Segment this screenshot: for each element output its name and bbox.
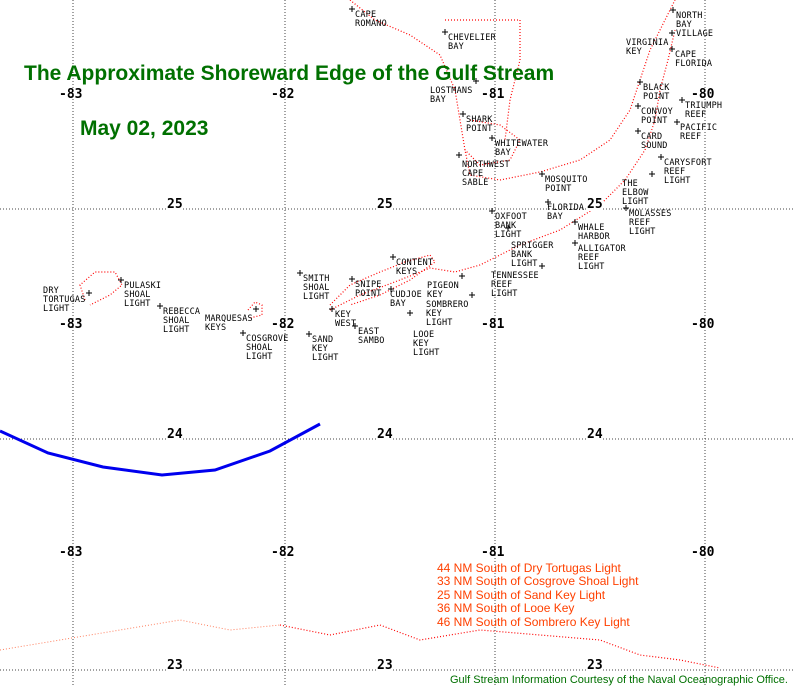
landmark-label: NORTHWEST CAPE SABLE [462, 160, 510, 188]
distance-list: 44 NM South of Dry Tortugas Light 33 NM … [437, 561, 639, 629]
longitude-label: -83 [59, 87, 83, 102]
landmark-label: CARD SOUND [641, 132, 668, 151]
landmark-label: COSGROVE SHOAL LIGHT [246, 334, 289, 362]
landmark-label: VIRGINIA KEY [626, 38, 669, 57]
landmark-label: PULASKI SHOAL LIGHT [124, 281, 162, 309]
distance-item: 44 NM South of Dry Tortugas Light [437, 561, 621, 575]
landmark-label: PIGEON KEY [427, 281, 459, 300]
landmark-label: TRIUMPH REEF [685, 101, 723, 120]
landmark-label: TENNESSEE REEF LIGHT [491, 271, 539, 299]
longitude-label: -83 [59, 545, 83, 560]
landmark-label: PACIFIC REEF [680, 123, 718, 142]
latitude-label: 25 [167, 197, 183, 212]
landmark-label: SOMBRERO KEY LIGHT [426, 300, 469, 328]
longitude-label: -82 [271, 87, 295, 102]
longitude-label: -81 [481, 87, 505, 102]
longitude-label: -81 [481, 545, 505, 560]
landmark-label: REBECCA SHOAL LIGHT [163, 307, 201, 335]
distance-item: 25 NM South of Sand Key Light [437, 587, 606, 602]
distance-item: 33 NM South of Cosgrove Shoal Light [437, 574, 639, 589]
landmark-label: BLACK POINT [643, 83, 670, 102]
landmark-label: SNIPE POINT [355, 280, 382, 299]
landmark-label: MOSQUITO POINT [545, 175, 588, 194]
latitude-label: 23 [377, 658, 393, 673]
latitude-label: 25 [377, 197, 393, 212]
latitude-label: 23 [587, 658, 603, 673]
cuba-coastline [0, 619, 281, 651]
latitude-label: 24 [377, 427, 393, 442]
latitude-label: 24 [587, 427, 603, 442]
longitude-label: -82 [271, 317, 295, 332]
latitude-label: 25 [587, 197, 603, 212]
latitude-label: 24 [167, 427, 183, 442]
landmark-label: OXFOOT BANK LIGHT [495, 212, 527, 240]
coastline [464, 119, 521, 166]
coastline [329, 29, 676, 311]
landmark-label: CARYSFORT REEF LIGHT [664, 158, 712, 186]
landmark-label: SMITH SHOAL LIGHT [303, 274, 330, 302]
credit-text: Gulf Stream Information Courtesy of the … [450, 674, 788, 686]
longitude-label: -83 [59, 317, 83, 332]
latitude-label: 23 [167, 658, 183, 673]
landmark-label: MARQUESAS KEYS [205, 314, 253, 333]
landmark-label: CHEVELIER BAY [448, 33, 496, 52]
landmark-label: WHITEWATER BAY [495, 139, 549, 158]
gulf-stream-edge-line [0, 422, 321, 477]
coastline [247, 301, 263, 319]
distance-item: 46 NM South of Sombrero Key Light [437, 614, 630, 629]
landmark-label: EAST SAMBO [358, 327, 385, 346]
distance-item: 36 NM South of Looe Key [437, 601, 575, 616]
longitude-label: -82 [271, 545, 295, 560]
map-date: May 02, 2023 [80, 117, 209, 140]
landmark-label: ALLIGATOR REEF LIGHT [578, 244, 626, 272]
landmark-label: SPRIGGER BANK LIGHT [511, 241, 554, 269]
coastline [445, 19, 521, 141]
landmark-label: KEY WEST [335, 310, 357, 329]
landmark-label: FLORIDA BAY [547, 203, 585, 222]
longitude-label: -81 [481, 317, 505, 332]
landmark-label: CONVOY POINT [641, 107, 673, 126]
landmark-label: MOLASSES REEF LIGHT [629, 209, 672, 237]
landmark-label: LOSTMANS BAY [430, 86, 473, 105]
landmark-label: CAPE ROMANO [355, 10, 387, 29]
longitude-label: -80 [691, 317, 715, 332]
longitude-label: -80 [691, 545, 715, 560]
landmark-label: SHARK POINT [466, 115, 493, 134]
landmark-label: CAPE FLORIDA [675, 50, 713, 69]
landmark-label: THE ELBOW LIGHT [622, 179, 649, 207]
landmark-label: CONTENT KEYS [396, 258, 434, 277]
map-title: The Approximate Shoreward Edge of the Gu… [24, 62, 555, 85]
landmark-label: WHALE HARBOR [578, 223, 610, 242]
coastline [279, 624, 721, 669]
coastline [329, 254, 436, 306]
longitude-label: -80 [691, 87, 715, 102]
landmark-label: NORTH BAY VILLAGE [676, 11, 714, 39]
landmark-label: DRY TORTUGAS LIGHT [43, 286, 86, 314]
landmark-label: SAND KEY LIGHT [312, 335, 339, 363]
coastline [79, 271, 123, 306]
landmark-label: CUDJOE BAY [390, 290, 422, 309]
landmark-label: LOOE KEY LIGHT [413, 330, 440, 358]
